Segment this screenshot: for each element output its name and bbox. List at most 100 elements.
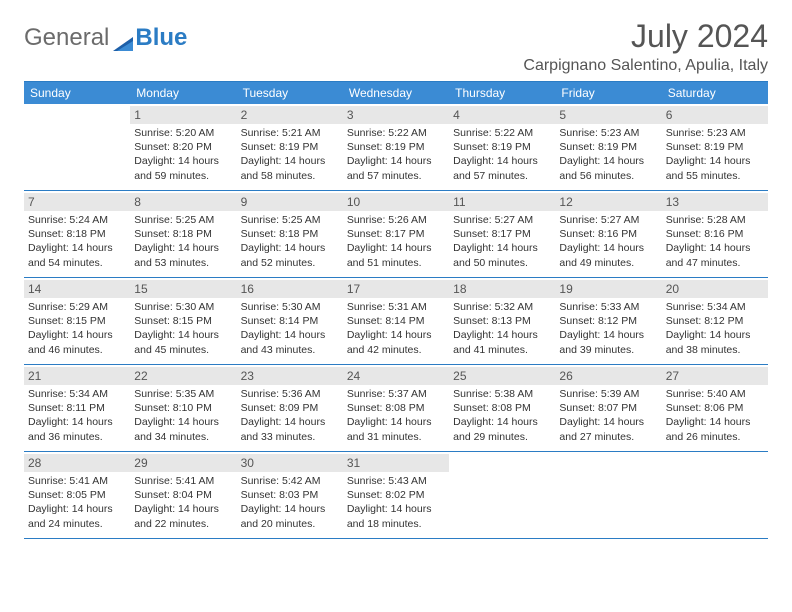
daylight-line: Daylight: 14 hours and 45 minutes. (134, 328, 232, 356)
cell-details: Sunrise: 5:42 AMSunset: 8:03 PMDaylight:… (241, 474, 339, 531)
sunrise-line: Sunrise: 5:20 AM (134, 126, 232, 140)
weekday-header: Sunday Monday Tuesday Wednesday Thursday… (24, 82, 768, 104)
cell-details: Sunrise: 5:21 AMSunset: 8:19 PMDaylight:… (241, 126, 339, 183)
calendar-cell (555, 452, 661, 538)
cell-details: Sunrise: 5:34 AMSunset: 8:12 PMDaylight:… (666, 300, 764, 357)
calendar-cell: 2 Sunrise: 5:21 AMSunset: 8:19 PMDaylight… (237, 104, 343, 190)
calendar-cell: 11Sunrise: 5:27 AMSunset: 8:17 PMDayligh… (449, 191, 555, 277)
day-number: 7 (24, 193, 130, 211)
calendar-cell: 1Sunrise: 5:20 AMSunset: 8:20 PMDaylight… (130, 104, 236, 190)
day-number: 30 (237, 454, 343, 472)
calendar-cell: 21 Sunrise: 5:34 AMSunset: 8:11 PMDayligh… (24, 365, 130, 451)
day-number: 21 (24, 367, 130, 385)
cell-details: Sunrise: 5:22 AMSunset: 8:19 PMDaylight:… (347, 126, 445, 183)
sunrise-line: Sunrise: 5:22 AM (453, 126, 551, 140)
cell-details: Sunrise: 5:28 AMSunset: 8:16 PMDaylight:… (666, 213, 764, 270)
sunset-line: Sunset: 8:19 PM (666, 140, 764, 154)
day-number: 17 (343, 280, 449, 298)
day-number: 27 (662, 367, 768, 385)
calendar-week: 1Sunrise: 5:20 AMSunset: 8:20 PMDaylight… (24, 104, 768, 191)
sunrise-line: Sunrise: 5:36 AM (241, 387, 339, 401)
daylight-line: Daylight: 14 hours and 31 minutes. (347, 415, 445, 443)
sunrise-line: Sunrise: 5:27 AM (453, 213, 551, 227)
cell-details: Sunrise: 5:41 AMSunset: 8:05 PMDaylight:… (28, 474, 126, 531)
daylight-line: Daylight: 14 hours and 18 minutes. (347, 502, 445, 530)
cell-details: Sunrise: 5:20 AMSunset: 8:20 PMDaylight:… (134, 126, 232, 183)
calendar-cell: 16Sunrise: 5:30 AMSunset: 8:14 PMDayligh… (237, 278, 343, 364)
sunrise-line: Sunrise: 5:42 AM (241, 474, 339, 488)
sunrise-line: Sunrise: 5:21 AM (241, 126, 339, 140)
sunrise-line: Sunrise: 5:40 AM (666, 387, 764, 401)
cell-details: Sunrise: 5:38 AMSunset: 8:08 PMDaylight:… (453, 387, 551, 444)
day-number: 4 (449, 106, 555, 124)
daylight-line: Daylight: 14 hours and 42 minutes. (347, 328, 445, 356)
sunset-line: Sunset: 8:19 PM (347, 140, 445, 154)
calendar-cell: 19Sunrise: 5:33 AMSunset: 8:12 PMDayligh… (555, 278, 661, 364)
daylight-line: Daylight: 14 hours and 56 minutes. (559, 154, 657, 182)
header: General Blue July 2024 Carpignano Salent… (24, 18, 768, 75)
day-number: 28 (24, 454, 130, 472)
day-number: 31 (343, 454, 449, 472)
calendar-week: 21 Sunrise: 5:34 AMSunset: 8:11 PMDayligh… (24, 365, 768, 452)
cell-details: Sunrise: 5:27 AMSunset: 8:17 PMDaylight:… (453, 213, 551, 270)
daylight-line: Daylight: 14 hours and 57 minutes. (347, 154, 445, 182)
sunrise-line: Sunrise: 5:41 AM (28, 474, 126, 488)
calendar-cell: 4Sunrise: 5:22 AMSunset: 8:19 PMDaylight… (449, 104, 555, 190)
sunrise-line: Sunrise: 5:26 AM (347, 213, 445, 227)
calendar-cell: 24 Sunrise: 5:37 AMSunset: 8:08 PMDayligh… (343, 365, 449, 451)
sunset-line: Sunset: 8:06 PM (666, 401, 764, 415)
sunset-line: Sunset: 8:04 PM (134, 488, 232, 502)
cell-details: Sunrise: 5:23 AMSunset: 8:19 PMDaylight:… (559, 126, 657, 183)
day-number: 10 (343, 193, 449, 211)
sunset-line: Sunset: 8:17 PM (347, 227, 445, 241)
sunset-line: Sunset: 8:19 PM (241, 140, 339, 154)
cell-details: Sunrise: 5:34 AMSunset: 8:11 PMDaylight:… (28, 387, 126, 444)
daylight-line: Daylight: 14 hours and 53 minutes. (134, 241, 232, 269)
day-number: 24 (343, 367, 449, 385)
sunset-line: Sunset: 8:05 PM (28, 488, 126, 502)
cell-details: Sunrise: 5:30 AMSunset: 8:15 PMDaylight:… (134, 300, 232, 357)
cell-details: Sunrise: 5:39 AMSunset: 8:07 PMDaylight:… (559, 387, 657, 444)
sunrise-line: Sunrise: 5:27 AM (559, 213, 657, 227)
day-number: 20 (662, 280, 768, 298)
daylight-line: Daylight: 14 hours and 47 minutes. (666, 241, 764, 269)
calendar-cell: 26 Sunrise: 5:39 AMSunset: 8:07 PMDayligh… (555, 365, 661, 451)
sunrise-line: Sunrise: 5:32 AM (453, 300, 551, 314)
sunset-line: Sunset: 8:14 PM (241, 314, 339, 328)
sunset-line: Sunset: 8:08 PM (453, 401, 551, 415)
daylight-line: Daylight: 14 hours and 54 minutes. (28, 241, 126, 269)
sunset-line: Sunset: 8:19 PM (559, 140, 657, 154)
calendar-cell: 8Sunrise: 5:25 AMSunset: 8:18 PMDaylight… (130, 191, 236, 277)
daylight-line: Daylight: 14 hours and 55 minutes. (666, 154, 764, 182)
day-number: 14 (24, 280, 130, 298)
sunrise-line: Sunrise: 5:24 AM (28, 213, 126, 227)
cell-details: Sunrise: 5:31 AMSunset: 8:14 PMDaylight:… (347, 300, 445, 357)
daylight-line: Daylight: 14 hours and 50 minutes. (453, 241, 551, 269)
daylight-line: Daylight: 14 hours and 24 minutes. (28, 502, 126, 530)
sunset-line: Sunset: 8:16 PM (559, 227, 657, 241)
cell-details: Sunrise: 5:37 AMSunset: 8:08 PMDaylight:… (347, 387, 445, 444)
sunset-line: Sunset: 8:18 PM (28, 227, 126, 241)
sunrise-line: Sunrise: 5:22 AM (347, 126, 445, 140)
sunset-line: Sunset: 8:19 PM (453, 140, 551, 154)
calendar: Sunday Monday Tuesday Wednesday Thursday… (24, 81, 768, 539)
sunrise-line: Sunrise: 5:38 AM (453, 387, 551, 401)
day-number: 29 (130, 454, 236, 472)
cell-details: Sunrise: 5:33 AMSunset: 8:12 PMDaylight:… (559, 300, 657, 357)
cell-details: Sunrise: 5:23 AMSunset: 8:19 PMDaylight:… (666, 126, 764, 183)
sunrise-line: Sunrise: 5:30 AM (241, 300, 339, 314)
sunset-line: Sunset: 8:15 PM (28, 314, 126, 328)
daylight-line: Daylight: 14 hours and 26 minutes. (666, 415, 764, 443)
calendar-cell: 7 Sunrise: 5:24 AMSunset: 8:18 PMDaylight… (24, 191, 130, 277)
cell-details: Sunrise: 5:30 AMSunset: 8:14 PMDaylight:… (241, 300, 339, 357)
day-number: 2 (237, 106, 343, 124)
sunrise-line: Sunrise: 5:35 AM (134, 387, 232, 401)
sunrise-line: Sunrise: 5:28 AM (666, 213, 764, 227)
day-number: 26 (555, 367, 661, 385)
cell-details: Sunrise: 5:43 AMSunset: 8:02 PMDaylight:… (347, 474, 445, 531)
sunrise-line: Sunrise: 5:25 AM (241, 213, 339, 227)
cell-details: Sunrise: 5:25 AMSunset: 8:18 PMDaylight:… (134, 213, 232, 270)
sunset-line: Sunset: 8:02 PM (347, 488, 445, 502)
calendar-cell (449, 452, 555, 538)
sunrise-line: Sunrise: 5:43 AM (347, 474, 445, 488)
